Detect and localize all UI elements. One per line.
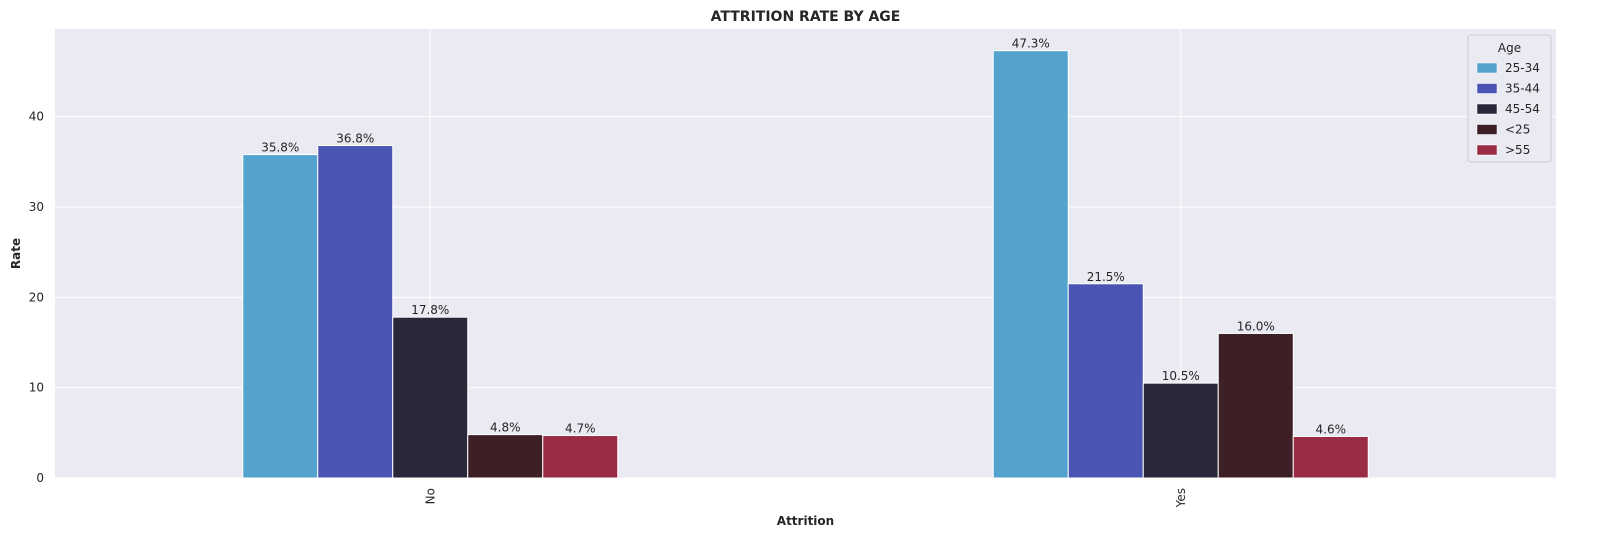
legend: Age 25-34 35-44 45-54 <25 >55 [1467,34,1552,163]
bar-yes-4554 [1142,382,1219,479]
legend-swatch [1476,144,1498,156]
bar-yes-55 [1292,435,1369,479]
bar-no-25 [467,434,544,479]
bars-group [242,50,1369,479]
y-tick-label: 20 [29,290,44,304]
y-axis-ticks: 0 10 20 30 40 [29,110,44,485]
bar-value-label: 16.0% [1237,319,1275,333]
bar-value-label: 21.5% [1087,270,1125,284]
bar-value-label: 36.8% [336,132,374,146]
x-tick-label: No [423,488,437,504]
bar-value-label: 4.8% [490,421,521,435]
bar-value-label: 47.3% [1012,37,1050,51]
legend-entry-label: >55 [1505,143,1530,157]
bar-labels-group: 35.8% 36.8% 17.8% 4.8% 4.7% 47.3% 21.5% 10.5% 16… [261,37,1346,437]
bar-yes-2534 [992,50,1069,479]
bar-value-label: 35.8% [261,141,299,155]
y-tick-label: 10 [29,381,44,395]
bar-no-55 [542,435,619,479]
y-axis-label: Rate [9,238,23,269]
bar-no-3544 [317,145,394,479]
legend-title: Age [1498,41,1521,55]
bar-value-label: 10.5% [1162,369,1200,383]
legend-entry-label: 35-44 [1505,82,1540,96]
bar-yes-3544 [1067,283,1144,479]
legend-swatch [1476,62,1498,74]
bar-no-2534 [242,154,319,479]
legend-entry-label: 25-34 [1505,61,1540,75]
x-axis-ticks: No Yes [423,488,1188,508]
x-tick-label: Yes [1174,488,1188,508]
legend-swatch [1476,83,1498,94]
x-axis-label: Attrition [777,514,834,528]
legend-swatch [1476,103,1498,115]
y-tick-label: 40 [29,110,44,124]
bar-value-label: 17.8% [411,303,449,317]
y-tick-label: 0 [36,471,44,485]
bar-value-label: 4.7% [565,422,596,436]
chart-title: ATTRITION RATE BY AGE [711,9,901,25]
legend-entry-label: <25 [1505,123,1530,137]
y-tick-label: 30 [29,200,44,214]
bar-value-label: 4.6% [1316,422,1347,436]
bar-no-4554 [392,316,469,479]
legend-swatch [1476,124,1498,135]
legend-entry-label: 45-54 [1505,102,1540,116]
bar-yes-25 [1217,332,1294,479]
